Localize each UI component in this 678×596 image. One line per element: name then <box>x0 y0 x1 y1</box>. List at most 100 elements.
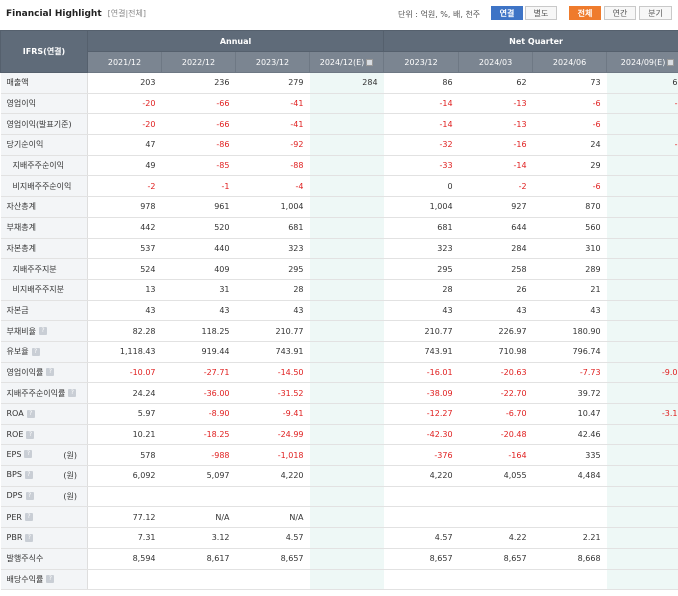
help-icon[interactable]: ? <box>68 389 77 398</box>
table-cell: -14.50 <box>235 362 310 384</box>
help-icon[interactable]: ? <box>24 513 33 522</box>
table-cell: 24.24 <box>87 382 162 404</box>
row-label-text: ROA <box>6 409 24 419</box>
table-cell: 4,220 <box>383 465 459 487</box>
table-cell <box>309 444 384 467</box>
table-cell <box>606 113 678 136</box>
table-cell: -9.41 <box>235 403 310 425</box>
table-cell <box>161 486 236 508</box>
separate-toggle-button[interactable]: 별도 <box>525 6 557 20</box>
table-cell: 10.47 <box>532 403 607 425</box>
row-label-text: PBR <box>6 533 23 543</box>
help-icon[interactable]: ? <box>46 368 55 377</box>
table-cell <box>309 196 384 218</box>
help-icon[interactable]: ? <box>38 327 47 336</box>
help-icon[interactable]: ? <box>26 430 35 439</box>
column-header: 2024/06 <box>532 51 608 73</box>
table-cell <box>235 486 310 508</box>
table-cell: -33 <box>383 155 459 177</box>
help-icon[interactable]: ? <box>46 575 55 584</box>
table-cell: 870 <box>532 196 607 218</box>
table-cell <box>458 486 533 508</box>
table-cell: 681 <box>383 217 459 239</box>
row-label-text: EPS <box>6 449 22 459</box>
table-cell <box>606 424 678 446</box>
table-cell: 28 <box>383 279 459 301</box>
table-cell <box>309 424 384 446</box>
help-icon[interactable]: ? <box>24 450 33 459</box>
row-label-text: 매출액 <box>6 78 29 88</box>
help-icon[interactable]: ? <box>31 347 40 356</box>
table-cell: 43 <box>87 300 162 322</box>
table-cell: 43 <box>235 300 310 322</box>
help-icon[interactable]: ? <box>26 409 35 418</box>
row-label-text: 부채비율 <box>6 326 36 336</box>
row-label-text: PER <box>6 512 22 522</box>
table-cell: -6.70 <box>458 403 533 425</box>
table-row: 지배주주순이익 49 -85 -88 -33 -14 29 <box>0 155 678 177</box>
table-cell: -42.30 <box>383 424 459 446</box>
table-cell <box>606 217 678 239</box>
table-cell: 927 <box>458 196 533 218</box>
table-cell <box>606 258 678 280</box>
column-header: 2023/12 <box>235 51 310 73</box>
table-cell: 279 <box>235 72 310 94</box>
all-period-button[interactable]: 전체 <box>569 6 601 20</box>
row-label: 부채비율? <box>0 320 88 342</box>
table-cell: -13 <box>458 113 533 136</box>
table-cell <box>458 569 533 591</box>
table-row: 유보율? 1,118.43 919.44 743.91 743.91 710.98 796.… <box>0 341 678 363</box>
table-cell <box>161 569 236 591</box>
section-title: Financial Highlight [연결|전체] <box>6 9 147 19</box>
help-icon[interactable]: ? <box>24 470 33 479</box>
table-cell: 39.72 <box>532 382 607 404</box>
table-cell: 43 <box>532 300 607 322</box>
table-cell <box>309 465 384 487</box>
estimate-info-icon[interactable] <box>667 58 675 66</box>
table-cell <box>309 93 384 115</box>
table-cell: 8,594 <box>87 548 162 570</box>
table-cell: 289 <box>532 258 607 280</box>
table-cell <box>606 444 678 467</box>
estimate-info-icon[interactable] <box>366 58 374 66</box>
table-cell <box>309 527 384 549</box>
row-label-text: 자본금 <box>6 305 29 315</box>
table-cell: -22.70 <box>458 382 533 404</box>
table-cell: 961 <box>161 196 236 218</box>
table-cell <box>606 320 678 342</box>
row-label-text: 비지배주주순이익 <box>12 181 72 191</box>
table-cell: 31 <box>161 279 236 301</box>
table-cell: 6,092 <box>87 465 162 487</box>
table-cell <box>606 175 678 198</box>
table-cell: -14 <box>458 155 533 177</box>
help-icon[interactable]: ? <box>25 491 34 500</box>
column-header: 2023/12 <box>383 51 460 73</box>
table-cell: -41 <box>235 93 310 115</box>
table-cell <box>309 175 384 198</box>
row-label: PER? <box>0 506 88 529</box>
table-cell: 2.21 <box>532 527 607 549</box>
table-cell: 43 <box>383 300 459 322</box>
table-cell: -88 <box>235 155 310 177</box>
table-cell: 0 <box>383 175 459 198</box>
table-cell: -8.90 <box>161 403 236 425</box>
table-cell: -7.73 <box>532 362 607 384</box>
help-icon[interactable]: ? <box>25 533 34 542</box>
table-row: ROE? 10.21 -18.25 -24.99 -42.30 -20.48 42.46 <box>0 424 678 446</box>
table-cell: 8,657 <box>458 548 533 570</box>
annual-period-button[interactable]: 연간 <box>604 6 636 20</box>
table-cell <box>532 486 607 508</box>
quarter-period-button[interactable]: 분기 <box>639 6 672 20</box>
table-cell <box>309 155 384 177</box>
table-cell: 4.22 <box>458 527 533 549</box>
table-cell: -4 <box>235 175 310 198</box>
table-cell <box>235 569 310 591</box>
consolidated-toggle-button[interactable]: 연결 <box>491 6 523 20</box>
table-cell: -85 <box>161 155 236 177</box>
table-cell: 409 <box>161 258 236 280</box>
table-cell <box>606 548 678 570</box>
table-cell: 77.12 <box>87 506 162 529</box>
table-cell: 796.74 <box>532 341 607 363</box>
table-cell: 21 <box>532 279 607 301</box>
